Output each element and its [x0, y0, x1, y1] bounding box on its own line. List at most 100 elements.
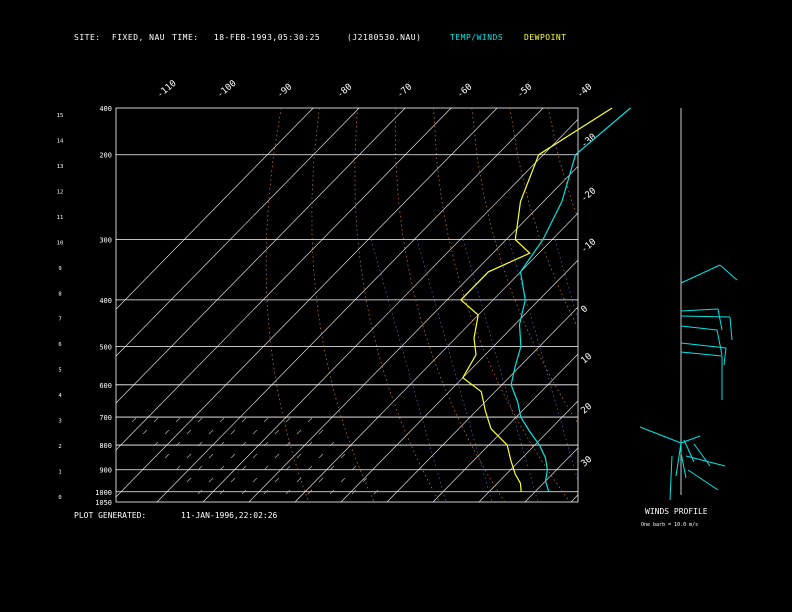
mixing-ratio-dash	[208, 477, 214, 483]
height-label: 0	[58, 495, 61, 501]
time-value: 18-FEB-1993,05:30:25	[213, 33, 321, 42]
mixing-ratio-dash	[296, 453, 302, 459]
site-label-text: SITE:	[74, 33, 101, 42]
right-isotherm-label: -30	[580, 132, 599, 150]
wind-barb-low	[693, 443, 711, 467]
pressure-label: 200	[99, 152, 112, 160]
mixing-ratio-dash	[219, 465, 225, 471]
mixing-ratio-dash	[340, 453, 346, 459]
dry-adiabat	[509, 108, 578, 329]
isotherm-line	[755, 108, 792, 502]
height-label: 3	[58, 419, 61, 425]
right-isotherm-label: 0	[580, 304, 591, 315]
mixing-ratio-dash	[197, 417, 203, 423]
wind-barb-low	[685, 455, 726, 467]
mixing-ratio-dash	[241, 417, 247, 423]
right-isotherm-label: 10	[580, 352, 595, 367]
mixing-ratio-dash	[230, 429, 236, 435]
dry-adiabat	[354, 108, 440, 502]
mixing-ratio-dash	[241, 441, 247, 447]
dry-adiabat	[265, 108, 310, 502]
mixing-ratio-dash	[208, 453, 214, 459]
mixing-ratio-dash	[285, 441, 291, 447]
pressure-label: 400	[99, 297, 112, 305]
wind-barb-low	[680, 435, 701, 444]
dry-adiabat	[471, 108, 578, 425]
isotherm-line	[116, 108, 498, 498]
top-isotherm-label: -90	[276, 82, 295, 100]
height-label: 7	[58, 317, 61, 323]
wind-barb-low	[683, 439, 695, 463]
mixing-ratio-dash	[274, 453, 280, 459]
file-name: (J2180530.NAU)	[347, 33, 422, 42]
height-label: 6	[58, 342, 61, 348]
wind-barb-flag	[729, 316, 733, 341]
site-label: SITE: FIXED, NAU	[74, 33, 165, 42]
top-isotherm-label: -100	[216, 79, 239, 101]
mixing-ratio-dash	[296, 477, 302, 483]
mixing-ratio-dash	[329, 489, 335, 495]
moist-adiabat	[462, 239, 539, 502]
height-label: 5	[58, 368, 61, 374]
mixing-ratio-dash	[208, 429, 214, 435]
isotherm-line	[524, 447, 578, 502]
isotherm-line	[340, 259, 578, 502]
moist-adiabat	[416, 239, 493, 502]
isotherm-line	[248, 165, 578, 502]
height-label: 13	[57, 164, 64, 170]
isotherms-group	[116, 108, 792, 502]
temperature-trace	[510, 107, 631, 492]
pressure-label: 900	[99, 467, 112, 475]
wind-barb-flag	[716, 329, 723, 356]
moist-adiabat	[508, 239, 578, 483]
right-isotherm-label: -20	[580, 186, 599, 204]
mixing-ratio-dash	[197, 465, 203, 471]
mixing-ratio-dash	[241, 489, 247, 495]
mixing-ratio-dash	[329, 441, 335, 447]
top-isotherm-label: -60	[456, 82, 475, 100]
isotherm-line	[116, 108, 360, 357]
mixing-ratio-dash	[307, 441, 313, 447]
right-isotherm-label: 30	[580, 455, 595, 470]
isotherm-line	[478, 400, 578, 502]
generated-label: PLOT GENERATED:	[74, 511, 147, 520]
dry-adiabat	[311, 108, 375, 502]
chart-labels: 4002003004005006007008009001000105015141…	[57, 79, 599, 507]
wind-barb	[680, 342, 727, 349]
mixing-ratio-dash	[219, 441, 225, 447]
pressure-label: 1050	[95, 499, 112, 507]
height-label: 1	[58, 470, 61, 476]
mixing-ratio-dash	[252, 453, 258, 459]
top-isotherm-label: -70	[396, 82, 415, 100]
mixing-ratio-dash	[175, 417, 181, 423]
legend-dew: DEWPOINT	[524, 33, 567, 42]
mixing-ratio-dash	[197, 441, 203, 447]
wind-barb-flag	[723, 347, 727, 366]
mixing-ratio-dash	[340, 477, 346, 483]
wind-barb-flag	[719, 264, 738, 281]
wind-barb-low	[639, 426, 682, 444]
generated-value: 11-JAN-1996,22:02:26	[181, 511, 278, 520]
pressure-label: 400	[99, 105, 112, 113]
time-label-text: TIME:	[172, 33, 199, 42]
wind-barb	[680, 308, 719, 312]
height-label: 10	[57, 240, 64, 246]
top-isotherm-label: -80	[336, 82, 355, 100]
mixing-ratio-dash	[296, 429, 302, 435]
isotherm-line	[202, 118, 578, 502]
isotherm-line	[432, 353, 578, 502]
height-label: 11	[57, 215, 64, 221]
wind-barb	[680, 315, 731, 318]
mixing-ratio-dash	[263, 489, 269, 495]
right-isotherm-label: -10	[580, 237, 599, 255]
pressure-label: 800	[99, 442, 112, 450]
isotherm-line	[617, 108, 792, 502]
dry-adiabat	[586, 108, 792, 502]
right-isotherm-label: 20	[580, 402, 595, 417]
mixing-ratio-dash	[252, 477, 258, 483]
isotherm-line	[386, 306, 578, 502]
winds-profile-note: One barb = 10.0 m/s	[641, 522, 699, 528]
height-label: 8	[58, 291, 61, 297]
height-label: 15	[57, 113, 64, 119]
